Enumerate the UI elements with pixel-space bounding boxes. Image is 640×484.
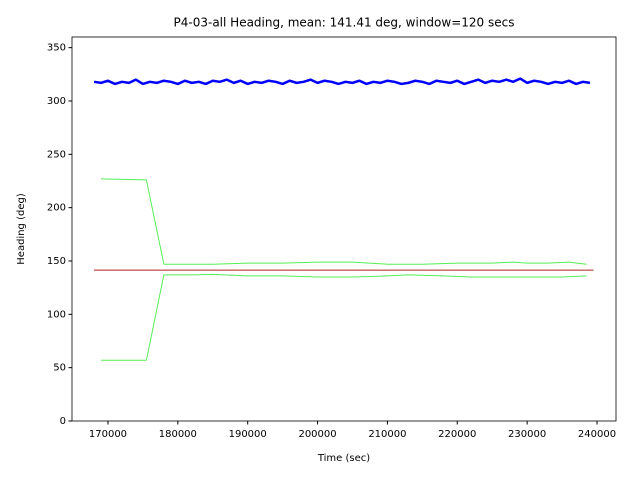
chart-title: P4-03-all Heading, mean: 141.41 deg, win… bbox=[174, 16, 515, 30]
x-tick-label: 220000 bbox=[438, 429, 476, 440]
y-tick-label: 300 bbox=[47, 96, 66, 107]
series-line bbox=[93, 77, 591, 86]
y-tick-label: 0 bbox=[60, 416, 66, 427]
x-tick-label: 240000 bbox=[578, 429, 616, 440]
y-axis-label: Heading (deg) bbox=[16, 193, 27, 265]
x-tick-label: 170000 bbox=[89, 429, 127, 440]
series-line bbox=[100, 273, 587, 361]
plot-frame bbox=[71, 36, 617, 422]
x-tick-label: 190000 bbox=[229, 429, 267, 440]
y-tick-label: 150 bbox=[47, 256, 66, 267]
y-tick-label: 200 bbox=[47, 203, 66, 214]
x-tick-label: 200000 bbox=[298, 429, 336, 440]
series-line bbox=[100, 178, 587, 265]
y-tick-label: 100 bbox=[47, 309, 66, 320]
x-tick-label: 180000 bbox=[159, 429, 197, 440]
y-tick-label: 350 bbox=[47, 43, 66, 54]
y-tick-label: 250 bbox=[47, 149, 66, 160]
x-axis-label: Time (sec) bbox=[317, 453, 370, 464]
x-tick-label: 210000 bbox=[368, 429, 406, 440]
y-tick-label: 50 bbox=[53, 363, 66, 374]
x-tick-label: 230000 bbox=[508, 429, 546, 440]
